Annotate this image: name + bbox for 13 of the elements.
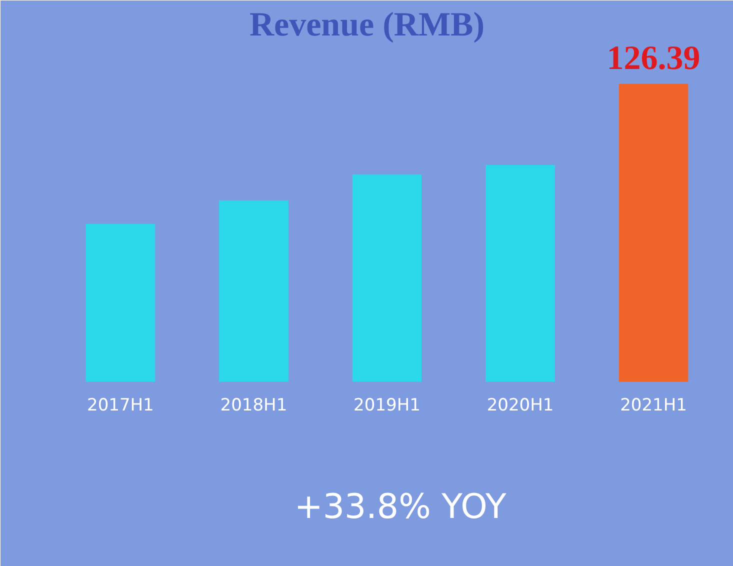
bar [618,84,688,382]
text: +33.8% YOY [294,486,506,527]
chart-title: Revenue (RMB) [249,6,485,44]
x-tick-label: 2019H1 [354,396,420,416]
x-tick-label: 2020H1 [486,396,554,416]
x-tick-label: 2021H1 [620,396,687,416]
bar [352,174,422,382]
bar [486,164,555,382]
data-label: 126.39 [606,40,700,78]
x-tick-label: 2017H1 [87,396,154,416]
bar [219,200,288,382]
x-tick-label: 2018H1 [220,396,288,416]
bar [86,224,156,382]
